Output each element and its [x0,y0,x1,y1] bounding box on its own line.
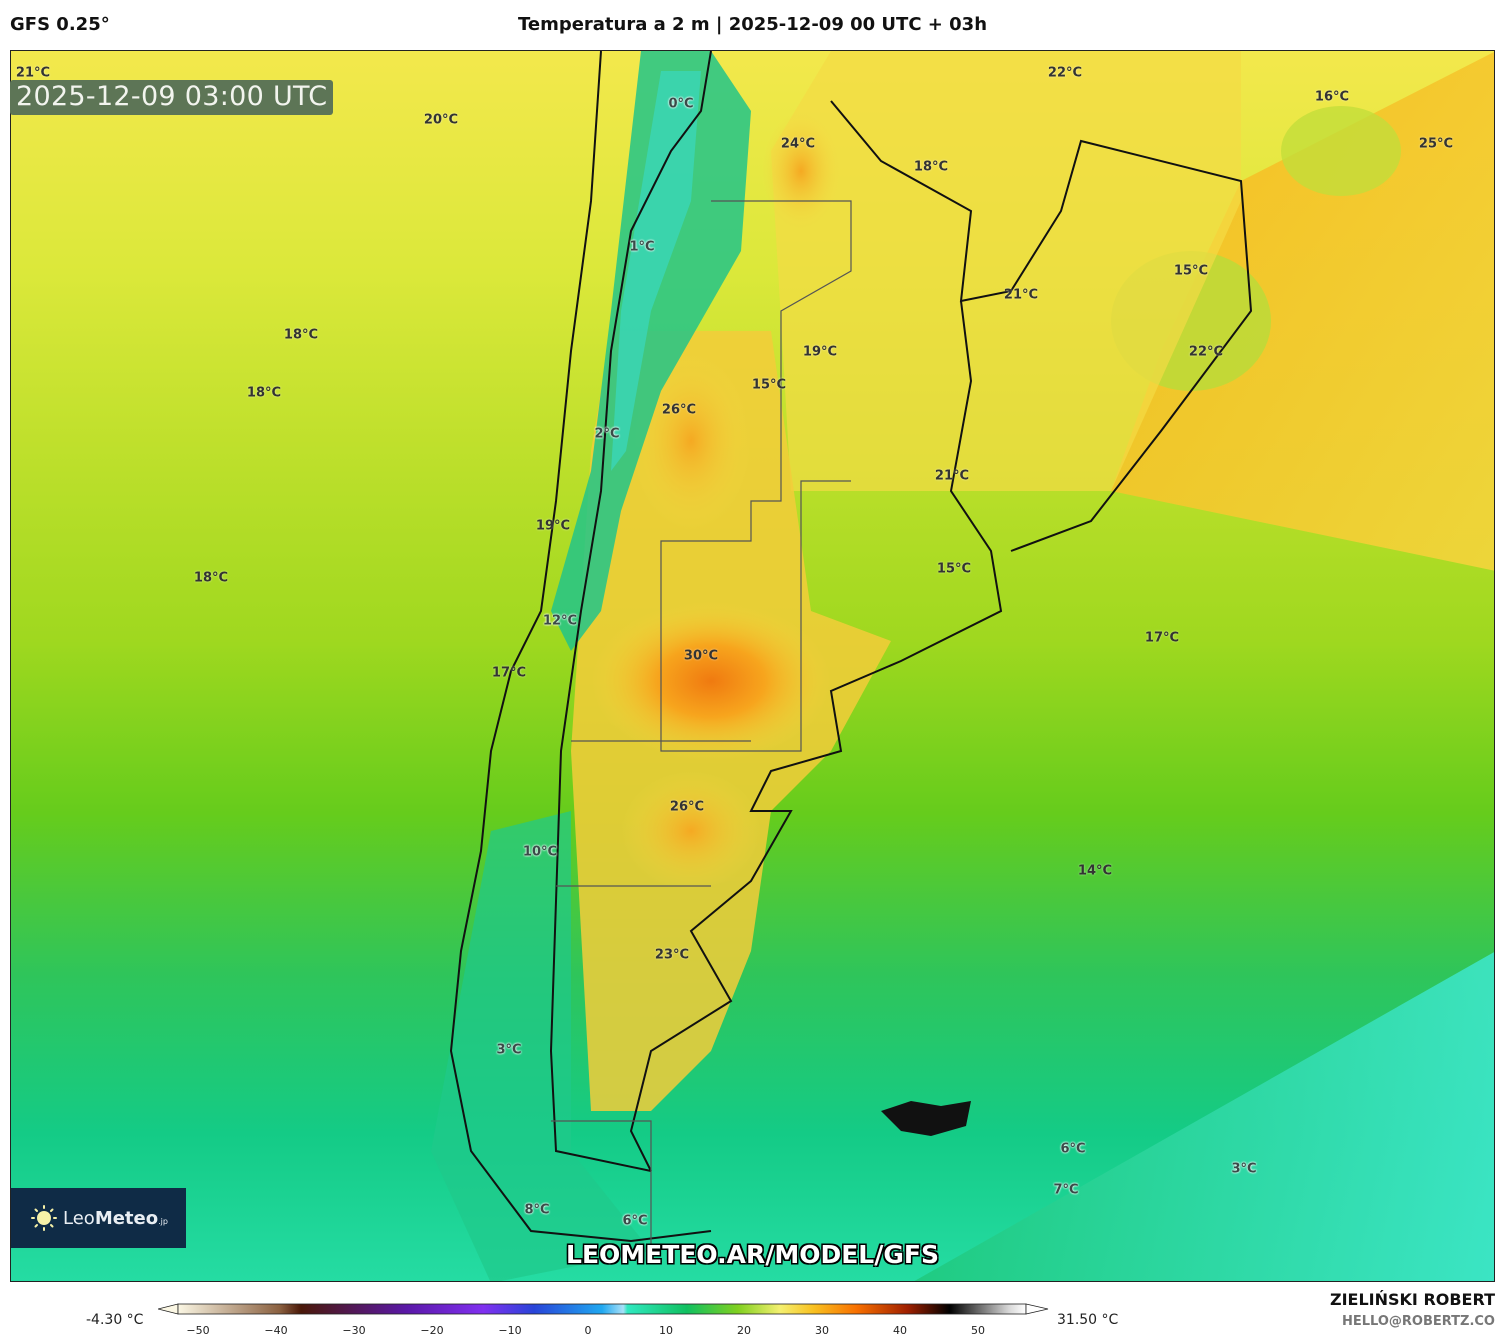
temperature-label: 15°C [751,377,787,393]
temperature-label: 18°C [246,385,282,401]
temperature-label: 15°C [936,561,972,577]
sun-icon [31,1205,57,1231]
temperature-map[interactable]: 21°C 20°C 0°C 24°C 18°C 22°C 16°C 25°C 1°C 15°C 21… [10,50,1495,1282]
colorbar-tick: 50 [971,1324,985,1337]
temperature-label: 21°C [15,65,51,81]
temperature-label: 3°C [496,1042,522,1058]
legend-max-label: 31.50 °C [1057,1312,1119,1328]
temperature-label: 18°C [193,570,229,586]
temperature-label: 30°C [683,648,719,664]
colorbar-tick: 0 [584,1324,592,1337]
temperature-label: 10°C [522,844,558,860]
temperature-label: 7°C [1053,1182,1079,1198]
source-watermark: LEOMETEO.AR/MODEL/GFS [566,1240,939,1269]
temperature-label: 6°C [622,1213,648,1229]
temperature-label: 17°C [1144,630,1180,646]
colorbar-tick: −20 [420,1324,444,1337]
temperature-colorbar [158,1303,1049,1315]
temperature-label: 26°C [661,402,697,418]
colorbar-tick: −50 [186,1324,210,1337]
temperature-label: 2°C [594,426,620,442]
leometeo-logo[interactable]: LeoMeteo.jp [11,1188,186,1248]
temperature-label: 18°C [283,327,319,343]
temperature-label: 24°C [780,136,816,152]
temperature-label: 3°C [1231,1161,1257,1177]
temperature-label: 22°C [1188,344,1224,360]
temperature-label: 23°C [654,947,690,963]
colorbar-tick: 20 [737,1324,751,1337]
temperature-label: 8°C [524,1202,550,1218]
colorbar-tick: 30 [815,1324,829,1337]
temperature-label: 6°C [1060,1141,1086,1157]
temperature-label: 18°C [913,159,949,175]
temperature-label: 1°C [629,239,655,255]
temperature-label: 15°C [1173,263,1209,279]
author-name: ZIELIŃSKI ROBERT [1329,1290,1495,1309]
author-email[interactable]: HELLO@ROBERTZ.CO [1341,1314,1495,1329]
legend-min-label: -4.30 °C [86,1312,144,1328]
colorbar-tick: −40 [264,1324,288,1337]
chart-title: Temperatura a 2 m | 2025-12-09 00 UTC + … [517,14,988,35]
temperature-label: 19°C [802,344,838,360]
temperature-label: 21°C [934,468,970,484]
colorbar-tick: −30 [342,1324,366,1337]
temperature-label: 25°C [1418,136,1454,152]
temperature-label: 22°C [1047,65,1083,81]
temperature-label: 26°C [669,799,705,815]
colorbar-tick: 40 [893,1324,907,1337]
temperature-label: 19°C [535,518,571,534]
colorbar-tick: 10 [659,1324,673,1337]
logo-text: LeoMeteo.jp [63,1207,168,1229]
model-name: GFS 0.25° [10,14,110,35]
temperature-label: 16°C [1314,89,1350,105]
valid-time-badge: 2025-12-09 03:00 UTC [10,80,334,115]
temperature-label: 0°C [668,96,694,112]
temperature-label: 20°C [423,112,459,128]
temperature-label: 14°C [1077,863,1113,879]
map-field [431,51,1494,1281]
temperature-label: 12°C [542,613,578,629]
temperature-label: 17°C [491,665,527,681]
colorbar-tick: −10 [498,1324,522,1337]
temperature-label: 21°C [1003,287,1039,303]
